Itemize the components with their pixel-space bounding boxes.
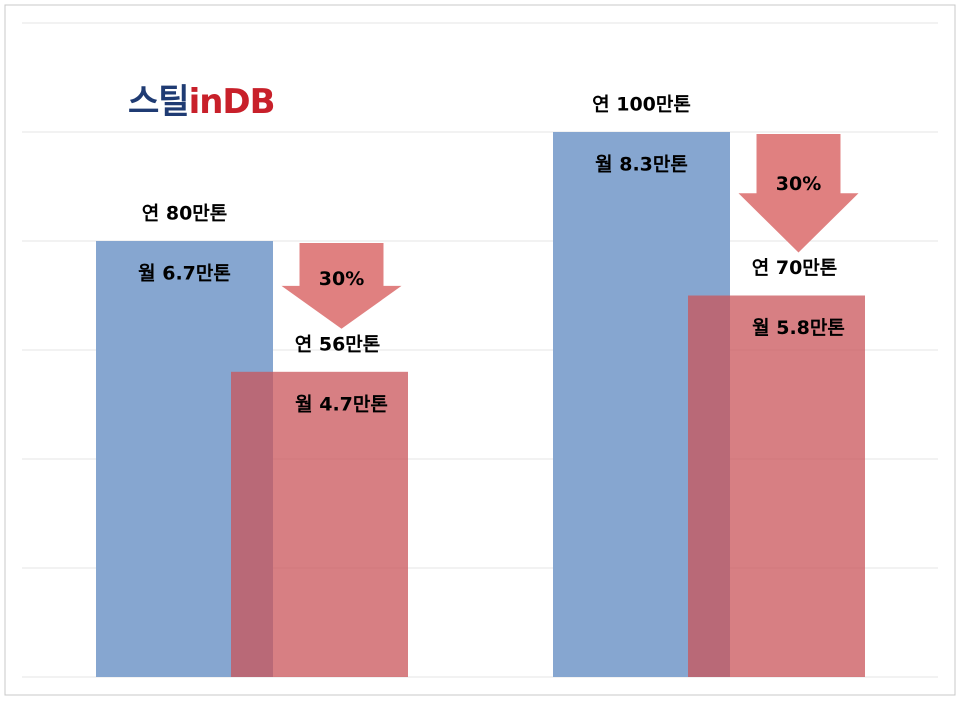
- logo-part: in: [189, 82, 223, 122]
- sub-label: 월 4.7만톤: [295, 393, 388, 415]
- logo: 스틸inDB: [128, 82, 275, 122]
- value-label: 연 56만톤: [295, 333, 381, 355]
- logo-part: 스틸: [128, 82, 189, 122]
- sub-label: 월 8.3만톤: [595, 154, 688, 176]
- arrow: [281, 243, 402, 329]
- bar: [231, 371, 408, 677]
- sub-label: 월 6.7만톤: [138, 263, 231, 285]
- arrow: [738, 134, 859, 253]
- arrow-label: 30%: [319, 268, 364, 290]
- arrow-label: 30%: [776, 173, 821, 195]
- bar: [688, 295, 865, 677]
- sub-label: 월 5.8만톤: [752, 317, 845, 339]
- value-label: 연 70만톤: [752, 257, 838, 279]
- value-label: 연 80만톤: [142, 203, 228, 225]
- logo-part: DB: [222, 82, 274, 122]
- value-label: 연 100만톤: [592, 94, 691, 116]
